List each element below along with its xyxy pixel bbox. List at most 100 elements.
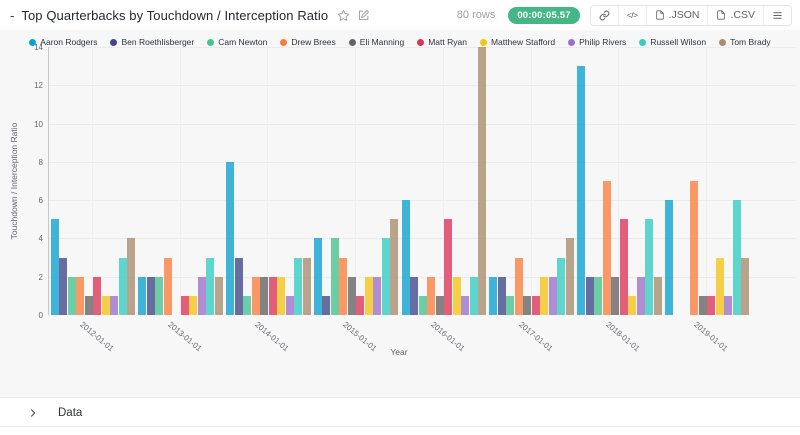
bar-russell-wilson[interactable] — [557, 258, 566, 315]
bar-drew-brees[interactable] — [427, 277, 436, 315]
bar-aaron-rodgers[interactable] — [664, 200, 673, 315]
bar-russell-wilson[interactable] — [294, 258, 303, 315]
bar-russell-wilson[interactable] — [732, 200, 741, 315]
bar-matt-ryan[interactable] — [268, 277, 277, 315]
legend-item-eli-manning[interactable]: Eli Manning — [348, 37, 404, 47]
bar-drew-brees[interactable] — [690, 181, 699, 315]
bar-aaron-rodgers[interactable] — [489, 277, 498, 315]
link-button[interactable] — [591, 5, 619, 25]
bar-aaron-rodgers[interactable] — [577, 66, 586, 315]
bar-philip-rivers[interactable] — [373, 277, 382, 315]
bar-philip-rivers[interactable] — [636, 277, 645, 315]
embed-code-button[interactable]: </> — [619, 5, 647, 25]
bar-philip-rivers[interactable] — [197, 277, 206, 315]
bar-cam-newton[interactable] — [67, 277, 76, 315]
bar-tom-brady[interactable] — [478, 47, 487, 315]
bar-cam-newton[interactable] — [243, 296, 252, 315]
bar-eli-manning[interactable] — [523, 296, 532, 315]
bar-eli-manning[interactable] — [84, 296, 93, 315]
bar-matthew-stafford[interactable] — [364, 277, 373, 315]
bar-cam-newton[interactable] — [330, 238, 339, 315]
bar-cam-newton[interactable] — [594, 277, 603, 315]
bar-matthew-stafford[interactable] — [189, 296, 198, 315]
legend-item-ben-roethlisberger[interactable]: Ben Roethlisberger — [110, 37, 194, 47]
bar-aaron-rodgers[interactable] — [138, 277, 147, 315]
bar-tom-brady[interactable] — [565, 238, 574, 315]
bar-russell-wilson[interactable] — [469, 277, 478, 315]
bar-matt-ryan[interactable] — [444, 219, 453, 315]
bar-matthew-stafford[interactable] — [101, 296, 110, 315]
legend-item-matthew-stafford[interactable]: Matthew Stafford — [479, 37, 555, 47]
bar-matt-ryan[interactable] — [531, 296, 540, 315]
bar-tom-brady[interactable] — [302, 258, 311, 315]
x-tick-label: 2016-01-01 — [429, 320, 467, 354]
bar-matt-ryan[interactable] — [707, 296, 716, 315]
bar-drew-brees[interactable] — [251, 277, 260, 315]
bar-cam-newton[interactable] — [506, 296, 515, 315]
bar-ben-roethlisberger[interactable] — [234, 258, 243, 315]
legend-item-cam-newton[interactable]: Cam Newton — [207, 37, 267, 47]
legend-item-tom-brady[interactable]: Tom Brady — [719, 37, 771, 47]
bar-russell-wilson[interactable] — [381, 238, 390, 315]
bar-tom-brady[interactable] — [390, 219, 399, 315]
bar-aaron-rodgers[interactable] — [226, 162, 235, 315]
legend-item-drew-brees[interactable]: Drew Brees — [280, 37, 336, 47]
bar-drew-brees[interactable] — [163, 258, 172, 315]
bar-matthew-stafford[interactable] — [628, 296, 637, 315]
legend-item-russell-wilson[interactable]: Russell Wilson — [639, 37, 706, 47]
bar-ben-roethlisberger[interactable] — [585, 277, 594, 315]
bar-aaron-rodgers[interactable] — [401, 200, 410, 315]
download-csv-button[interactable]: .CSV — [708, 5, 764, 25]
bar-matthew-stafford[interactable] — [715, 258, 724, 315]
bar-tom-brady[interactable] — [127, 238, 136, 315]
bar-russell-wilson[interactable] — [645, 219, 654, 315]
collapse-dash[interactable]: - — [10, 7, 15, 23]
bar-matthew-stafford[interactable] — [277, 277, 286, 315]
legend-dot — [417, 38, 425, 46]
bar-drew-brees[interactable] — [514, 258, 523, 315]
bar-matthew-stafford[interactable] — [452, 277, 461, 315]
legend-item-matt-ryan[interactable]: Matt Ryan — [417, 37, 467, 47]
star-icon[interactable] — [337, 9, 350, 22]
bar-philip-rivers[interactable] — [285, 296, 294, 315]
bar-matt-ryan[interactable] — [619, 219, 628, 315]
bar-drew-brees[interactable] — [602, 181, 611, 315]
bar-russell-wilson[interactable] — [118, 258, 127, 315]
bar-philip-rivers[interactable] — [724, 296, 733, 315]
menu-button[interactable] — [764, 6, 791, 25]
bar-matt-ryan[interactable] — [180, 296, 189, 315]
bar-tom-brady[interactable] — [741, 258, 750, 315]
bar-eli-manning[interactable] — [260, 277, 269, 315]
bar-russell-wilson[interactable] — [206, 258, 215, 315]
bar-tom-brady[interactable] — [653, 277, 662, 315]
bar-cam-newton[interactable] — [155, 277, 164, 315]
bar-aaron-rodgers[interactable] — [313, 238, 322, 315]
bar-cam-newton[interactable] — [418, 296, 427, 315]
download-json-button[interactable]: .JSON — [647, 5, 709, 25]
legend-item-aaron-rodgers[interactable]: Aaron Rodgers — [29, 37, 97, 47]
bar-tom-brady[interactable] — [214, 277, 223, 315]
data-section-toggle[interactable]: Data — [0, 399, 800, 427]
bar-eli-manning[interactable] — [347, 277, 356, 315]
bar-aaron-rodgers[interactable] — [50, 219, 59, 315]
bar-drew-brees[interactable] — [339, 258, 348, 315]
bar-ben-roethlisberger[interactable] — [146, 277, 155, 315]
bar-philip-rivers[interactable] — [110, 296, 119, 315]
legend-label: Drew Brees — [291, 37, 336, 47]
bar-matt-ryan[interactable] — [93, 277, 102, 315]
bar-eli-manning[interactable] — [435, 296, 444, 315]
bar-drew-brees[interactable] — [76, 277, 85, 315]
bar-eli-manning[interactable] — [611, 277, 620, 315]
chevron-right-icon[interactable] — [28, 408, 38, 418]
bar-ben-roethlisberger[interactable] — [497, 277, 506, 315]
legend-item-philip-rivers[interactable]: Philip Rivers — [568, 37, 626, 47]
bar-eli-manning[interactable] — [698, 296, 707, 315]
bar-ben-roethlisberger[interactable] — [410, 277, 419, 315]
bar-matt-ryan[interactable] — [356, 296, 365, 315]
bar-ben-roethlisberger[interactable] — [322, 296, 331, 315]
bar-philip-rivers[interactable] — [548, 277, 557, 315]
bar-matthew-stafford[interactable] — [540, 277, 549, 315]
bar-ben-roethlisberger[interactable] — [59, 258, 68, 315]
bar-philip-rivers[interactable] — [461, 296, 470, 315]
edit-icon[interactable] — [357, 9, 370, 22]
